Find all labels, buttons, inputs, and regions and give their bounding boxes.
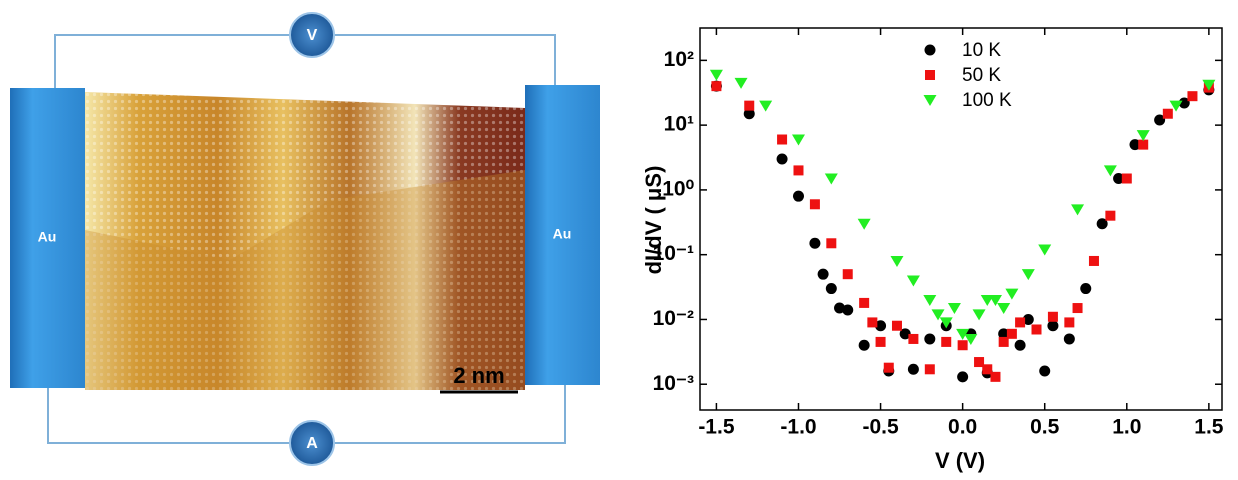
legend-label: 10 K	[962, 40, 1001, 61]
y-tick-label: 10⁻²	[653, 307, 694, 330]
point	[825, 174, 838, 185]
plot-frame	[700, 28, 1222, 410]
point	[1187, 91, 1197, 101]
voltmeter-label: V	[307, 27, 318, 44]
point	[923, 295, 936, 306]
point	[1007, 329, 1017, 339]
legend-label: 100 K	[962, 90, 1012, 111]
point	[884, 363, 894, 373]
legend-marker	[925, 45, 936, 56]
point	[792, 135, 805, 146]
point	[744, 101, 754, 111]
x-tick-label: 0.0	[948, 416, 977, 439]
point	[1038, 245, 1051, 256]
point	[925, 364, 935, 374]
point	[809, 238, 820, 249]
x-tick-label: -1.0	[780, 416, 816, 439]
point	[973, 309, 986, 320]
x-tick-label: 1.0	[1112, 416, 1141, 439]
point	[997, 303, 1010, 314]
point	[1039, 366, 1050, 377]
point	[990, 372, 1000, 382]
legend-marker	[925, 70, 935, 80]
point	[907, 275, 920, 286]
x-axis-title: V (V)	[935, 448, 985, 473]
point	[908, 364, 919, 375]
point	[1047, 320, 1058, 331]
point	[818, 269, 829, 280]
point	[908, 334, 918, 344]
point	[826, 283, 837, 294]
point	[710, 70, 723, 81]
point	[957, 371, 968, 382]
x-tick-label: -0.5	[862, 416, 899, 439]
y-tick-label: 10⁻³	[653, 372, 694, 395]
point	[777, 154, 788, 165]
point	[759, 101, 772, 112]
x-tick-label: -1.5	[698, 416, 735, 439]
point	[1163, 109, 1173, 119]
electrode-label: Au	[553, 226, 572, 242]
point	[1005, 289, 1018, 300]
point	[826, 238, 836, 248]
point	[1015, 317, 1025, 327]
point	[735, 78, 748, 89]
point	[1032, 324, 1042, 334]
point	[890, 256, 903, 267]
x-tick-label: 1.5	[1194, 416, 1224, 439]
point	[948, 303, 961, 314]
figure: Au Au V A 2 nm V (V) dI/dV ( μS) -1.5-1.…	[0, 0, 1238, 475]
y-tick-label: 10⁻¹	[653, 242, 694, 265]
point	[793, 165, 803, 175]
point	[1073, 303, 1083, 313]
point	[793, 191, 804, 202]
y-tick-label: 10¹	[664, 113, 694, 136]
point	[859, 340, 870, 351]
point	[1048, 312, 1058, 322]
point	[941, 337, 951, 347]
point	[1089, 256, 1099, 266]
point	[892, 321, 902, 331]
point	[924, 333, 935, 344]
point	[843, 269, 853, 279]
point	[810, 199, 820, 209]
y-tick-label: 10²	[664, 48, 694, 71]
ammeter-label: A	[306, 435, 318, 452]
point	[1105, 211, 1115, 221]
legend-label: 50 K	[962, 65, 1001, 86]
point	[867, 317, 877, 327]
point	[858, 219, 871, 230]
point	[777, 135, 787, 145]
point	[1137, 130, 1150, 141]
point	[1064, 317, 1074, 327]
point	[1080, 283, 1091, 294]
page: {"schematic": {"electrode_left": "Au", "…	[0, 0, 1238, 475]
point	[1022, 269, 1035, 280]
scale-bar-label: 2 nm	[453, 363, 504, 388]
electrode-label: Au	[38, 229, 57, 245]
point	[1064, 333, 1075, 344]
legend-marker	[924, 95, 937, 106]
x-tick-label: 0.5	[1030, 416, 1060, 439]
point	[859, 298, 869, 308]
schematic: Au Au V A 2 nm	[10, 13, 600, 465]
point	[842, 304, 853, 315]
point	[1015, 340, 1026, 351]
point	[1071, 204, 1084, 215]
point	[711, 81, 721, 91]
point	[876, 337, 886, 347]
point	[958, 340, 968, 350]
y-tick-label: 10⁰	[662, 177, 694, 200]
point	[1122, 174, 1132, 184]
